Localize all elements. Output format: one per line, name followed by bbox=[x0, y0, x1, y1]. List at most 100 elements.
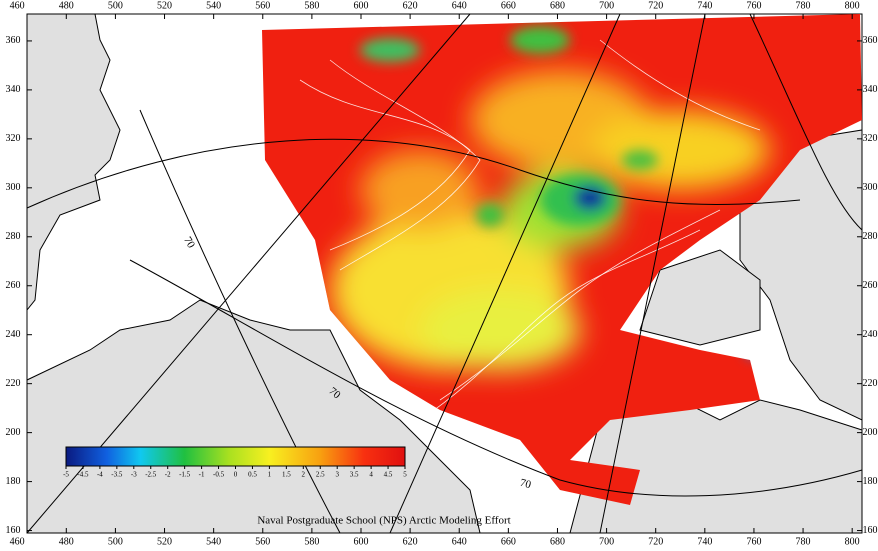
y-tick-label: 320 bbox=[863, 133, 878, 144]
y-tick-label: 280 bbox=[863, 231, 878, 242]
colorbar-label: -1.5 bbox=[179, 471, 191, 479]
x-tick-label: 660 bbox=[501, 0, 516, 11]
y-tick-label: 180 bbox=[863, 476, 878, 487]
depth-contour bbox=[419, 229, 701, 421]
colorbar-label: 4.5 bbox=[384, 471, 393, 479]
depth-contour bbox=[439, 209, 721, 401]
land bbox=[26, 299, 481, 534]
x-tick-label: 620 bbox=[403, 0, 418, 11]
y-tick-label: 180 bbox=[6, 476, 21, 487]
x-tick-label: 800 bbox=[845, 0, 860, 11]
y-tick-label: 220 bbox=[6, 378, 21, 389]
colorbar-label: -1 bbox=[199, 471, 205, 479]
heat-blob bbox=[420, 290, 580, 370]
colorbar-label: 0 bbox=[234, 471, 238, 479]
x-tick-label: 560 bbox=[255, 536, 270, 547]
x-tick-label: 780 bbox=[796, 0, 811, 11]
x-tick-label: 700 bbox=[599, 536, 614, 547]
meridian bbox=[389, 13, 621, 534]
meridian bbox=[749, 13, 863, 231]
colorbar-label: -3.5 bbox=[111, 471, 123, 479]
parallel bbox=[26, 138, 801, 209]
x-tick-label: 720 bbox=[648, 536, 663, 547]
colorbar-label: 1 bbox=[268, 471, 272, 479]
heat-blob bbox=[590, 110, 770, 190]
x-tick-label: 460 bbox=[10, 536, 25, 547]
heat-blob bbox=[574, 186, 606, 210]
y-tick-label: 320 bbox=[6, 133, 21, 144]
y-tick-label: 240 bbox=[6, 329, 21, 340]
y-tick-label: 260 bbox=[863, 280, 878, 291]
depth-contour bbox=[329, 59, 481, 271]
depth-contour bbox=[599, 39, 761, 131]
colorbar-label: 2 bbox=[302, 471, 306, 479]
y-tick-label: 360 bbox=[863, 35, 878, 46]
x-tick-label: 520 bbox=[157, 0, 172, 11]
colorbar-label: -5 bbox=[63, 471, 69, 479]
y-tick-label: 280 bbox=[6, 231, 21, 242]
heat-blob bbox=[360, 38, 420, 62]
parallel bbox=[129, 259, 863, 497]
land bbox=[26, 13, 121, 312]
y-tick-label: 200 bbox=[863, 427, 878, 438]
colorbar-label: 0.5 bbox=[248, 471, 257, 479]
colorbar-label: -4 bbox=[97, 471, 103, 479]
colorbar-label: 4 bbox=[369, 471, 373, 479]
colorbar-label: -2 bbox=[165, 471, 171, 479]
y-tick-label: 340 bbox=[6, 84, 21, 95]
y-tick-label: 200 bbox=[6, 427, 21, 438]
y-tick-label: 240 bbox=[863, 329, 878, 340]
x-tick-label: 740 bbox=[697, 0, 712, 11]
y-tick-label: 300 bbox=[863, 182, 878, 193]
x-tick-label: 780 bbox=[796, 536, 811, 547]
heat-blob bbox=[510, 26, 570, 54]
x-tick-label: 600 bbox=[354, 0, 369, 11]
colorbar-label: -0.5 bbox=[213, 471, 225, 479]
x-tick-label: 620 bbox=[403, 536, 418, 547]
x-tick-label: 600 bbox=[354, 536, 369, 547]
x-tick-label: 760 bbox=[746, 536, 761, 547]
y-tick-label: 160 bbox=[863, 525, 878, 536]
x-tick-label: 540 bbox=[206, 0, 221, 11]
contour-label: 70 bbox=[519, 477, 533, 492]
x-tick-label: 500 bbox=[108, 536, 123, 547]
colorbar bbox=[65, 446, 406, 467]
y-tick-label: 360 bbox=[6, 35, 21, 46]
colorbar-label: -2.5 bbox=[145, 471, 157, 479]
x-tick-label: 560 bbox=[255, 0, 270, 11]
meridian bbox=[599, 13, 706, 534]
x-tick-label: 640 bbox=[452, 0, 467, 11]
x-tick-label: 480 bbox=[59, 536, 74, 547]
x-tick-label: 580 bbox=[304, 0, 319, 11]
y-tick-label: 300 bbox=[6, 182, 21, 193]
colorbar-label: -4.5 bbox=[77, 471, 89, 479]
meridian bbox=[139, 109, 341, 534]
x-tick-label: 540 bbox=[206, 536, 221, 547]
x-tick-label: 700 bbox=[599, 0, 614, 11]
colorbar-label: 5 bbox=[403, 471, 407, 479]
x-tick-label: 740 bbox=[697, 536, 712, 547]
x-tick-label: 680 bbox=[550, 536, 565, 547]
x-tick-label: 520 bbox=[157, 536, 172, 547]
heat-blob bbox=[360, 150, 480, 230]
colorbar-label: -3 bbox=[131, 471, 137, 479]
x-tick-label: 640 bbox=[452, 536, 467, 547]
x-tick-label: 680 bbox=[550, 0, 565, 11]
heat-blob bbox=[476, 203, 504, 227]
x-tick-label: 720 bbox=[648, 0, 663, 11]
x-tick-label: 480 bbox=[59, 0, 74, 11]
x-tick-label: 760 bbox=[746, 0, 761, 11]
colorbar-label: 1.5 bbox=[282, 471, 291, 479]
x-tick-label: 580 bbox=[304, 536, 319, 547]
x-tick-label: 460 bbox=[10, 0, 25, 11]
colorbar-label: 2.5 bbox=[316, 471, 325, 479]
depth-contour bbox=[299, 79, 471, 251]
y-tick-label: 160 bbox=[6, 525, 21, 536]
colorbar-label: 3.5 bbox=[350, 471, 359, 479]
y-tick-label: 260 bbox=[6, 280, 21, 291]
y-tick-label: 220 bbox=[863, 378, 878, 389]
colorbar-label: 3 bbox=[335, 471, 339, 479]
x-tick-label: 500 bbox=[108, 0, 123, 11]
x-tick-label: 660 bbox=[501, 536, 516, 547]
